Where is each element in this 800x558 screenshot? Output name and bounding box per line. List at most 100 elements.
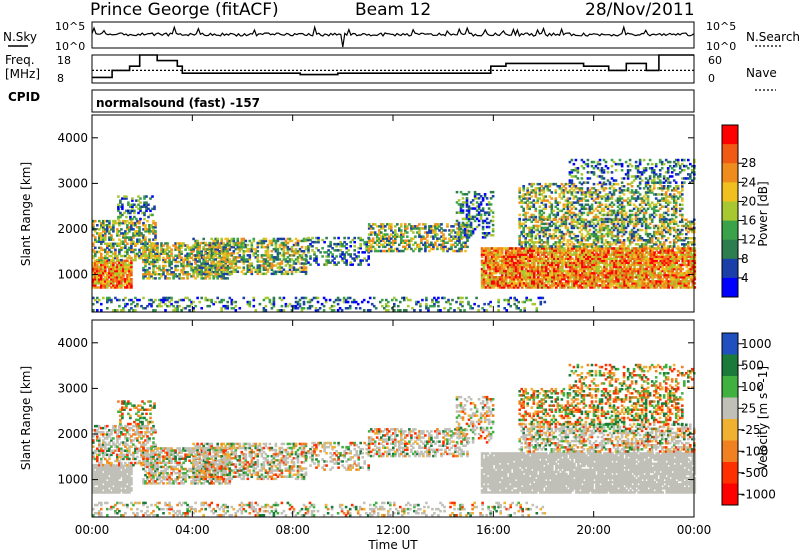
heatmap-cell	[492, 216, 495, 219]
heatmap-cell	[126, 243, 129, 246]
heatmap-cell	[625, 231, 628, 234]
heatmap-cell	[210, 273, 213, 276]
heatmap-cell	[492, 220, 495, 223]
heatmap-cell	[468, 191, 471, 194]
heatmap-cell	[247, 244, 250, 247]
heatmap-cell	[657, 237, 660, 240]
heatmap-cell	[357, 251, 360, 254]
heatmap-cell	[139, 201, 142, 204]
heatmap-cell	[353, 241, 356, 244]
heatmap-cell	[466, 246, 469, 249]
heatmap-cell	[321, 247, 324, 250]
heatmap-cell	[134, 249, 137, 252]
heatmap-cell	[154, 277, 157, 280]
heatmap-cell	[353, 245, 356, 248]
nsky-panel: N.Sky 10^5 10^0 10^5 10^0 N.Search	[3, 20, 800, 53]
heatmap-cell	[237, 271, 240, 274]
nave-label: Nave	[746, 66, 777, 80]
heatmap-cell	[549, 229, 552, 232]
nave-tick-60: 60	[708, 54, 722, 67]
heatmap-cell	[233, 238, 236, 241]
heatmap-cell	[291, 240, 294, 243]
heatmap-cell	[347, 249, 350, 252]
heatmap-cell	[581, 233, 584, 236]
cpid-value: normalsound (fast) -157	[96, 96, 260, 110]
heatmap-cell	[135, 218, 138, 221]
heatmap-cell	[147, 204, 150, 207]
heatmap-cell	[444, 229, 447, 232]
heatmap-cell	[367, 255, 370, 258]
heatmap-cell	[151, 195, 154, 198]
heatmap-cell	[202, 238, 205, 241]
heatmap-cell	[131, 197, 134, 200]
heatmap-cell	[176, 265, 179, 268]
heatmap-cell	[164, 265, 167, 268]
heatmap-cell	[226, 277, 229, 280]
heatmap-cell	[492, 191, 495, 194]
heatmap-cell	[144, 236, 147, 239]
heatmap-cell	[400, 223, 403, 226]
heatmap-cell	[400, 229, 403, 232]
heatmap-cell	[406, 235, 409, 238]
heatmap-cell	[484, 193, 487, 196]
heatmap-cell	[182, 277, 185, 280]
nsearch-label: N.Search	[746, 30, 800, 44]
date-title: 28/Nov/2011	[585, 0, 695, 20]
heatmap-cell	[148, 267, 151, 270]
heatmap-cell	[305, 266, 308, 269]
heatmap-cell	[372, 227, 375, 230]
nsky-hi-tick: 10^5	[55, 20, 85, 33]
heatmap-cell	[333, 237, 336, 240]
freq-unit: [MHz]	[5, 67, 40, 81]
heatmap-cell	[589, 229, 592, 232]
heatmap-cell	[249, 254, 252, 257]
heatmap-cell	[94, 220, 97, 223]
heatmap-cell	[317, 263, 320, 266]
heatmap-cell	[446, 223, 449, 226]
heatmap-cell	[168, 277, 171, 280]
heatmap-cell	[367, 263, 370, 266]
nsky-lo-tick: 10^0	[55, 40, 85, 53]
heatmap-cell	[486, 197, 489, 200]
nsky-label: N.Sky	[3, 30, 37, 44]
heatmap-cell	[406, 231, 409, 234]
heatmap-cell	[158, 265, 161, 268]
heatmap-cell	[96, 224, 99, 227]
heatmap-cell	[414, 235, 417, 238]
heatmap-cell	[482, 207, 485, 210]
heatmap-cell	[117, 195, 120, 198]
heatmap-cell	[331, 253, 334, 256]
heatmap-cell	[265, 238, 268, 241]
power-heatmap	[92, 159, 696, 312]
beam-title: Beam 12	[355, 0, 431, 20]
heatmap-cell	[154, 222, 157, 225]
heatmap-cell	[472, 203, 475, 206]
heatmap-cell	[110, 234, 113, 237]
heatmap-cell	[94, 236, 97, 239]
heatmap-cell	[325, 237, 328, 240]
heatmap-cell	[305, 255, 308, 258]
heatmap-cell	[440, 223, 443, 226]
heatmap-cell	[243, 266, 246, 269]
heatmap-cell	[208, 242, 211, 245]
heatmap-cell	[557, 221, 560, 224]
freq-label: Freq.	[5, 53, 35, 67]
heatmap-cell	[466, 197, 469, 200]
heatmap-cell	[253, 238, 256, 241]
heatmap-cell	[424, 223, 427, 226]
heatmap-cell	[176, 269, 179, 272]
heatmap-cell	[426, 240, 429, 243]
heatmap-cell	[156, 242, 159, 245]
heatmap-cell	[94, 247, 97, 250]
nsky-line	[92, 27, 694, 47]
heatmap-cell	[353, 237, 356, 240]
heatmap-cell	[257, 250, 260, 253]
nave-tick-0: 0	[708, 72, 715, 85]
heatmap-cell	[345, 259, 348, 262]
heatmap-cell	[394, 229, 397, 232]
heatmap-cell	[337, 261, 340, 264]
heatmap-cell	[418, 223, 421, 226]
heatmap-cell	[196, 240, 199, 243]
heatmap-cell	[486, 218, 489, 221]
